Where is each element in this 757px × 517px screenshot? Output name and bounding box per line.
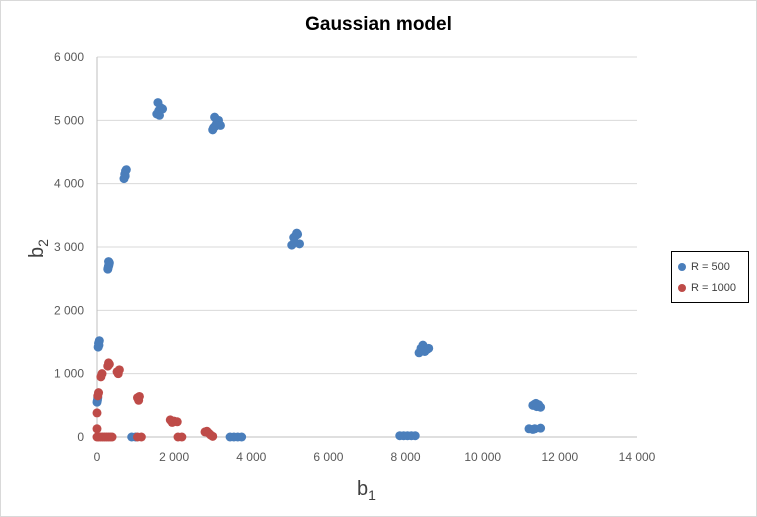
x-tick-label: 2 000: [159, 450, 189, 464]
data-point: [417, 346, 427, 356]
data-point: [94, 340, 104, 350]
data-point: [92, 424, 102, 434]
series-1: [92, 98, 546, 442]
data-point: [208, 123, 218, 133]
data-point: [107, 432, 117, 442]
data-point: [536, 423, 546, 433]
x-tick-label: 8 000: [391, 450, 421, 464]
data-point: [424, 343, 434, 353]
series-2: [92, 358, 218, 442]
y-tick-label: 1 000: [54, 367, 84, 381]
data-point: [531, 398, 541, 408]
legend-item-series-1: R = 500: [678, 259, 730, 275]
data-point: [410, 431, 420, 441]
data-point: [215, 120, 225, 130]
data-point: [114, 365, 124, 375]
y-tick-label: 0: [77, 430, 84, 444]
legend-marker-series-2: [678, 284, 686, 292]
legend-item-series-2: R = 1000: [678, 280, 736, 296]
data-point: [104, 359, 114, 369]
data-point: [154, 110, 164, 120]
x-tick-label: 0: [94, 450, 101, 464]
data-points: [92, 98, 546, 442]
data-point: [528, 424, 538, 434]
x-tick-labels: 0 2 000 4 000 6 000 8 000 10 000 12 000 14 000: [94, 450, 656, 464]
chart-title: Gaussian model: [305, 14, 452, 35]
y-tick-label: 4 000: [54, 177, 84, 191]
x-tick-label: 12 000: [542, 450, 579, 464]
x-tick-label: 14 000: [619, 450, 656, 464]
legend-label-series-2: R = 1000: [691, 282, 736, 294]
legend-label-series-1: R = 500: [691, 261, 730, 273]
x-tick-label: 4 000: [236, 450, 266, 464]
data-point: [94, 388, 104, 398]
data-point: [177, 432, 187, 442]
data-point: [167, 417, 177, 427]
data-point: [153, 98, 163, 108]
y-tick-label: 3 000: [54, 240, 84, 254]
data-point: [210, 112, 220, 122]
x-axis-label: b1: [357, 478, 376, 503]
data-point: [104, 257, 114, 267]
data-point: [120, 171, 130, 181]
data-point: [292, 228, 302, 238]
y-tick-labels: 0 1 000 2 000 3 000 4 000 5 000 6 000: [54, 50, 84, 444]
data-point: [97, 369, 107, 379]
data-point: [92, 408, 102, 418]
y-tick-label: 5 000: [54, 113, 84, 127]
data-point: [134, 391, 144, 401]
y-tick-label: 6 000: [54, 50, 84, 64]
legend-marker-series-1: [678, 263, 686, 271]
legend: R = 500 R = 1000: [671, 251, 749, 303]
y-axis-label: b2: [26, 239, 51, 258]
data-point: [208, 431, 218, 441]
data-point: [289, 237, 299, 247]
gridlines: [96, 56, 637, 438]
data-point: [136, 432, 146, 442]
x-tick-label: 6 000: [313, 450, 343, 464]
y-tick-label: 2 000: [54, 303, 84, 317]
x-tick-label: 10 000: [464, 450, 501, 464]
data-point: [237, 432, 247, 442]
